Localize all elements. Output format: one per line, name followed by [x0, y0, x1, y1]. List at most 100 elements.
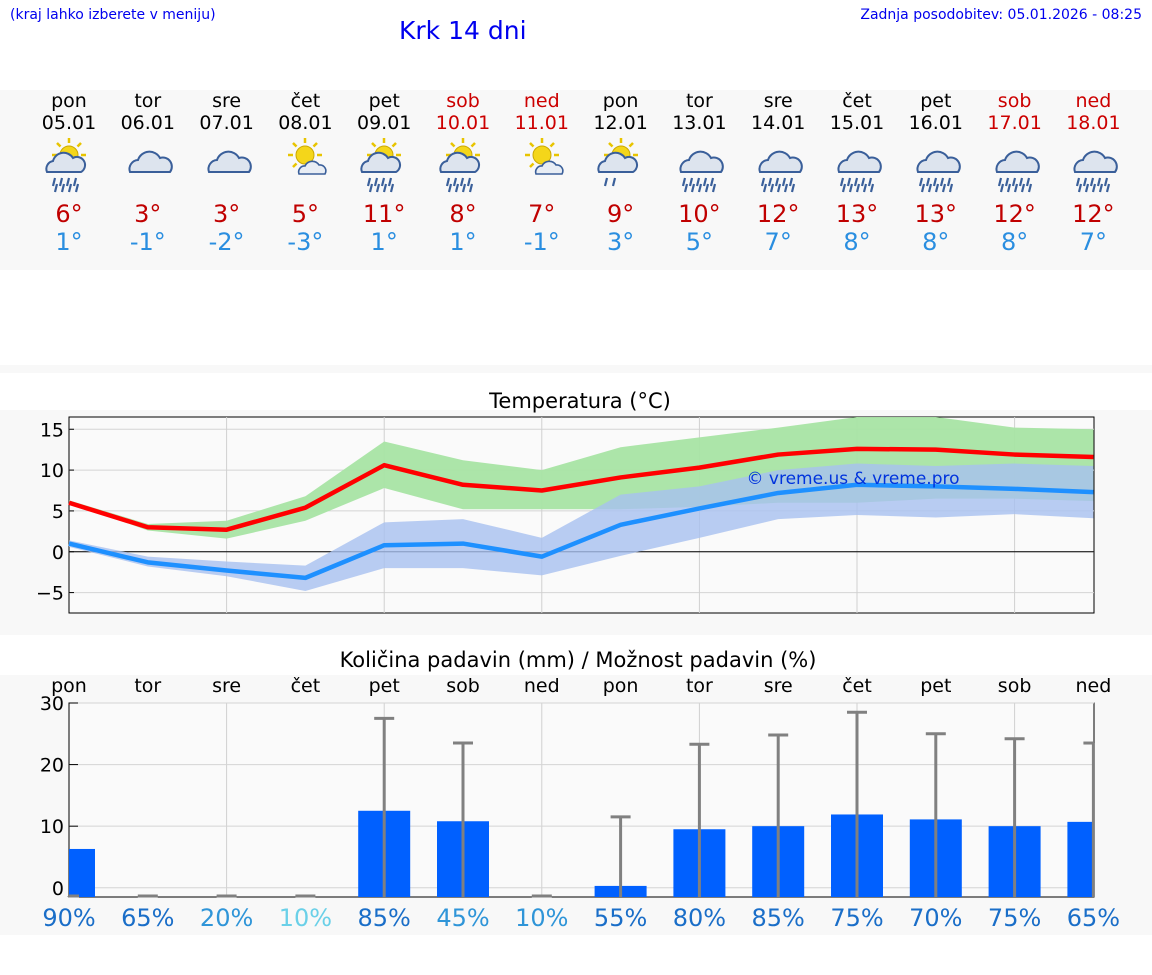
day-date: 08.01 [278, 112, 333, 134]
y-tick-label: −5 [36, 583, 64, 605]
day-name: sob [446, 90, 480, 112]
divider [0, 365, 1152, 373]
day-name: ned [523, 90, 560, 112]
max-temperature: 12° [993, 200, 1036, 228]
day-date: 10.01 [435, 112, 491, 134]
max-temperature: 13° [835, 200, 879, 228]
x-category-label: pet [369, 675, 400, 697]
x-category-label: pon [51, 675, 87, 697]
y-tick-label: 0 [52, 542, 64, 564]
precip-probability: 85% [752, 904, 805, 932]
x-category-label: sob [998, 675, 1032, 697]
min-temperature: 8° [922, 228, 950, 256]
x-category-label: čet [842, 675, 872, 697]
precip-probability: 90% [42, 904, 95, 932]
x-category-label: sre [764, 675, 793, 697]
y-tick-label: 15 [40, 419, 64, 441]
max-temperature: 6° [55, 200, 83, 228]
range-band-max [69, 417, 1094, 539]
day-date: 12.01 [593, 112, 648, 134]
cloud-rain-icon [989, 138, 1043, 196]
min-temperature: 8° [1000, 228, 1029, 256]
min-temperature: -3° [287, 228, 324, 256]
series-line-min [68, 482, 1094, 581]
cloud-rain-icon [752, 138, 806, 196]
y-tick-label: 20 [40, 755, 64, 777]
y-tick-label: 10 [40, 460, 64, 482]
max-temperature: 13° [914, 200, 958, 228]
day-name: sre [763, 90, 793, 112]
max-temperature: 8° [449, 200, 477, 228]
day-date: 15.01 [829, 112, 885, 134]
max-temperature: 11° [362, 200, 406, 228]
day-date: 09.01 [356, 112, 412, 134]
min-temperature: 8° [843, 228, 871, 256]
cloudy-icon [122, 138, 176, 196]
daily-forecast-panel: pon 05.01 6° 1° tor 06.01 3° -1° sre 07.01… [0, 90, 1152, 270]
range-band-min [69, 463, 1094, 591]
cloud-rain-icon [673, 138, 727, 196]
precip-probability: 20% [200, 904, 253, 932]
day-date: 18.01 [1066, 112, 1121, 134]
sun-cloud-light-rain-icon [595, 138, 649, 196]
max-temperature: 10° [678, 200, 721, 228]
watermark: © vreme.us & vreme.pro [746, 469, 959, 489]
day-name: čet [290, 90, 321, 112]
precip-probability: 70% [909, 904, 962, 932]
precip-probability: 65% [121, 904, 174, 932]
x-category-label: pon [603, 675, 639, 697]
y-tick-label: 5 [52, 501, 64, 523]
precip-probability: 55% [594, 904, 647, 932]
precip-probability: 65% [1067, 904, 1120, 932]
day-date: 16.01 [908, 112, 963, 134]
x-category-label: ned [1076, 675, 1112, 697]
x-category-label: ned [524, 675, 560, 697]
day-name: čet [842, 90, 872, 112]
precip-probability: 10% [279, 904, 332, 932]
cloud-rain-icon [910, 138, 964, 196]
precip-probability: 75% [988, 904, 1041, 932]
precip-probability: 80% [673, 904, 726, 932]
x-category-label: tor [134, 675, 161, 697]
chart-title: Količina padavin (mm) / Možnost padavin … [340, 648, 817, 672]
day-date: 17.01 [987, 112, 1042, 134]
precip-bar [69, 848, 95, 897]
min-temperature: 3° [606, 228, 635, 256]
y-tick-label: 10 [40, 816, 64, 838]
max-temperature: 5° [291, 200, 320, 228]
precip-probability: 85% [358, 904, 411, 932]
page-title: Krk 14 dni [399, 16, 527, 45]
day-name: pet [920, 90, 952, 112]
min-temperature: 7° [1079, 228, 1108, 256]
day-name: sre [212, 90, 242, 112]
sun-small-cloud-icon [516, 138, 570, 196]
day-name: pet [368, 90, 400, 112]
temperature-chart: Temperatura (°C) −5 0 5 10 15 © vreme.us & vre… [0, 389, 1152, 635]
min-temperature: -2° [208, 228, 245, 256]
day-date: 06.01 [120, 112, 175, 134]
min-temperature: 1° [370, 228, 398, 256]
cloudy-icon [201, 138, 255, 196]
sun-shape [288, 138, 323, 172]
max-temperature: 3° [134, 200, 162, 228]
menu-hint: (kraj lahko izberete v meniju) [10, 7, 216, 23]
day-name: pon [602, 90, 639, 112]
sun-cloud-rain-icon [437, 138, 491, 196]
sun-small-cloud-icon [279, 138, 333, 196]
day-date: 14.01 [750, 112, 806, 134]
min-temperature: -1° [129, 228, 166, 256]
day-date: 11.01 [514, 112, 569, 134]
y-tick-label: 30 [40, 693, 64, 715]
day-name: tor [134, 90, 162, 112]
x-category-label: tor [686, 675, 713, 697]
day-name: ned [1075, 90, 1112, 112]
max-temperature: 3° [212, 200, 241, 228]
x-category-label: pet [920, 675, 951, 697]
sun-cloud-rain-icon [43, 138, 97, 196]
day-date: 05.01 [41, 112, 97, 134]
sun-cloud-rain-icon [358, 138, 412, 196]
precip-probability: 10% [515, 904, 568, 932]
min-temperature: 7° [764, 228, 792, 256]
min-temperature: 5° [685, 228, 714, 256]
cloud-rain-icon [1067, 138, 1121, 196]
